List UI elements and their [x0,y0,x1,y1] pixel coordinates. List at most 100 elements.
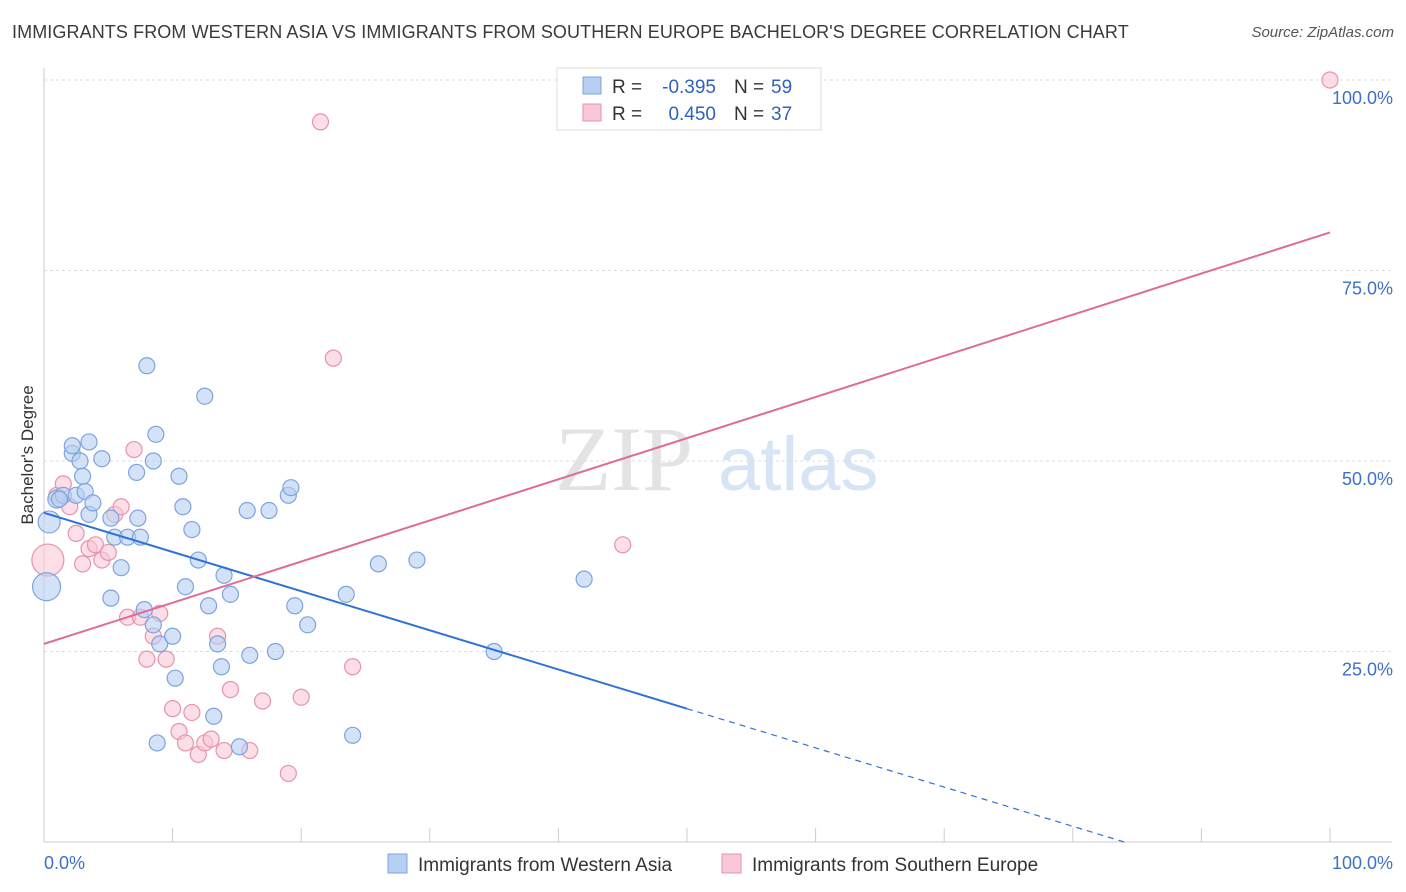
series-legend-swatch-blue [387,853,408,874]
y-tick-label: 50.0% [1342,469,1393,489]
data-point [221,680,240,699]
data-point [164,700,182,718]
data-point [80,433,98,451]
data-point [151,635,169,653]
data-point [337,585,355,603]
trend-line-western-asia [43,511,688,710]
correlation-legend: R = -0.395 N = 59 R = 0.450 N = 37 [556,67,822,131]
data-point [164,627,182,645]
data-point [212,658,231,676]
series-legend: Immigrants from Western Asia Immigrants … [387,853,1038,876]
legend-swatch-pink [582,103,602,122]
y-tick-label: 25.0% [1342,660,1393,680]
data-point [93,450,111,468]
data-point [86,536,105,554]
data-point [238,501,256,520]
x-tick-label-end: 100.0% [1332,853,1393,873]
data-point [221,585,240,603]
trend-line-southern-europe [43,231,1331,645]
data-point [299,616,317,634]
data-point [71,452,89,470]
data-point [176,734,195,752]
legend-n-value-1: 59 [771,77,792,98]
source-label: Source: ZipAtlas.com [1251,24,1394,41]
data-point [230,738,249,756]
data-point [200,597,218,615]
data-point [50,490,69,508]
data-point [176,578,195,596]
data-point [73,555,92,573]
data-point [279,764,297,783]
data-point [148,734,166,752]
data-point [63,437,81,455]
series-legend-swatch-pink [721,853,742,874]
y-tick-label: 100.0% [1332,88,1393,108]
data-point [1321,71,1339,89]
y-tick-label: 75.0% [1342,279,1393,299]
legend-swatch-blue [582,76,602,95]
data-point [112,559,130,577]
grid-lines [44,79,1392,652]
data-point [31,543,65,577]
data-point [575,570,593,588]
data-point [67,524,85,542]
trend-lines [43,231,1331,843]
data-point [157,650,175,668]
chart-title: IMMIGRANTS FROM WESTERN ASIA VS IMMIGRAN… [12,22,1129,42]
legend-r-label-2: R = [612,104,642,125]
legend-r-label-1: R = [612,77,642,98]
y-axis-title: Bachelor's Degree [18,385,37,524]
data-point [286,597,304,615]
data-point [127,463,146,482]
data-point [369,555,387,573]
series-legend-label-blue: Immigrants from Western Asia [418,855,673,876]
data-point [254,692,272,710]
data-point [102,589,120,607]
data-point [292,688,310,706]
data-point [311,113,330,131]
data-point [125,440,143,459]
data-point [205,707,223,725]
data-point [144,616,162,634]
data-point [282,479,300,497]
data-point [324,349,342,367]
data-point [344,658,362,676]
data-point [614,536,632,554]
data-point [84,494,102,512]
legend-r-value-2: 0.450 [668,104,716,125]
data-point [102,509,120,527]
data-point [260,501,278,520]
data-point [344,726,362,744]
legend-n-value-2: 37 [771,104,792,125]
data-point [241,646,259,664]
data-point [215,741,233,760]
trend-line-western-asia-extension [686,708,1125,843]
data-point [138,357,156,375]
axes [43,68,1392,843]
series-western-asia-points [31,357,593,756]
data-point [209,635,227,653]
data-point [144,452,162,470]
data-point [183,703,201,722]
data-point [138,650,156,668]
data-point [202,730,220,748]
series-legend-label-pink: Immigrants from Southern Europe [752,855,1038,876]
data-point [196,387,214,405]
data-point [99,543,117,562]
data-point [31,572,62,602]
data-point [183,520,201,539]
data-point [147,425,165,443]
legend-r-value-1: -0.395 [662,77,716,98]
legend-n-label-1: N = [734,77,764,98]
x-tick-label-start: 0.0% [44,853,85,873]
watermark-atlas: atlas [718,422,879,507]
data-point [112,498,130,516]
data-point [73,467,92,485]
data-point [266,642,285,661]
series-southern-europe-points [31,71,1339,783]
data-point [166,669,184,687]
x-tick-labels: 0.0% 100.0% [44,853,1393,873]
data-point [174,498,192,516]
data-point [129,509,147,527]
